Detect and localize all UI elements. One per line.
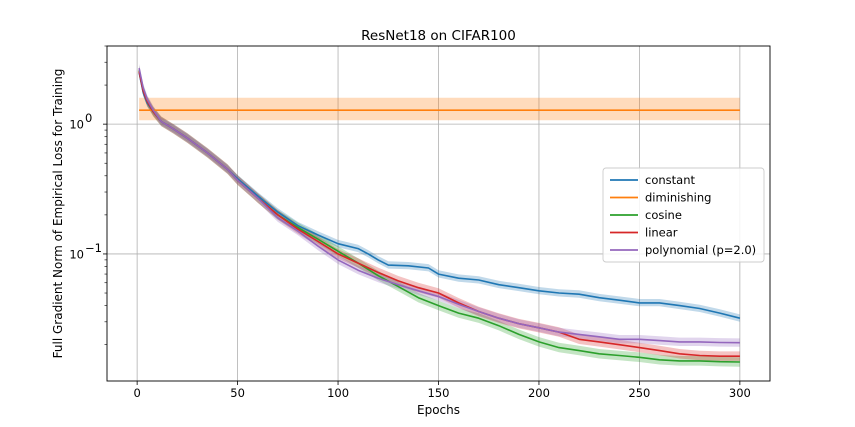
band-constant [139,68,740,322]
x-axis-ticks: 0 50 100 150 200 250 300 [133,381,751,400]
x-tick-label: 200 [528,386,550,400]
series-lines [138,68,741,363]
legend-label-polynomial: polynomial (p=2.0) [645,243,756,257]
legend-label-cosine: cosine [645,208,682,222]
y-tick-exponent: 0 [85,111,92,125]
legend-label-linear: linear [645,226,678,240]
chart-title: ResNet18 on CIFAR100 [361,28,516,44]
legend-box [602,167,765,263]
y-tick-exponent: −1 [85,241,102,255]
x-tick-label: 0 [133,386,140,400]
x-axis-label: Epochs [417,403,460,417]
x-tick-label: 150 [428,386,450,400]
x-tick-label: 50 [230,386,245,400]
x-tick-label: 100 [327,386,349,400]
line-polynomial [138,68,740,344]
legend: constant diminishing cosine linear polynomia… [602,167,765,263]
legend-label-diminishing: diminishing [645,191,711,205]
legend-label-constant: constant [645,173,695,187]
band-diminishing [139,97,740,121]
y-tick-label: 10 [69,247,84,261]
y-tick-label: 10 [69,118,84,132]
x-tick-label: 250 [628,386,650,400]
x-tick-label: 300 [729,386,751,400]
y-axis-label: Full Gradient Norm of Empirical Loss for… [51,69,65,359]
